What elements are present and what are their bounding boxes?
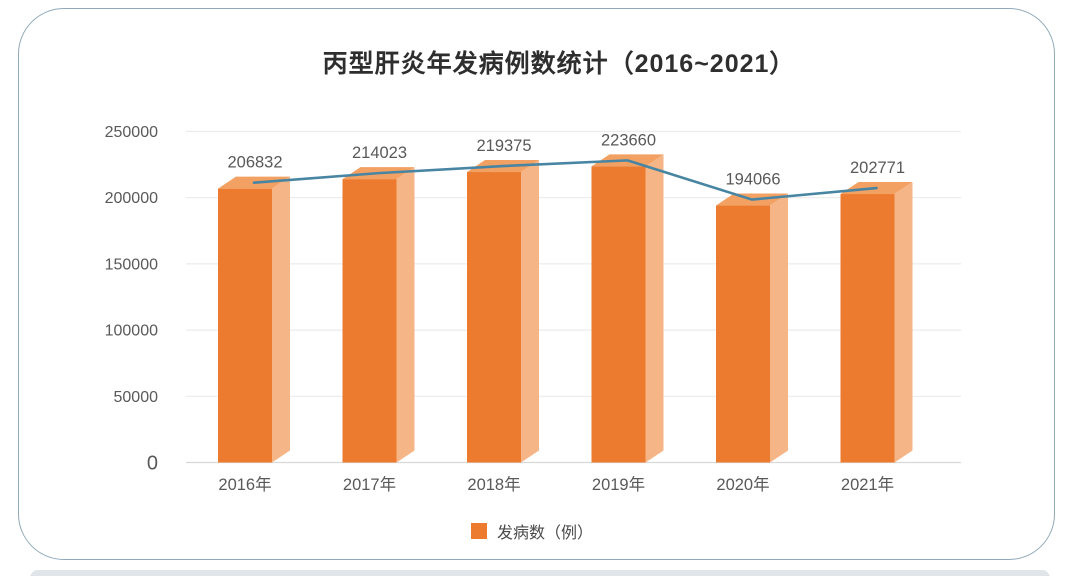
x-tick-2018: 2018年 bbox=[467, 475, 520, 494]
bar-value-label-2018: 219375 bbox=[476, 137, 531, 155]
chart-title: 丙型肝炎年发病例数统计（2016~2021） bbox=[322, 50, 796, 78]
x-tick-2021: 2021年 bbox=[841, 475, 894, 494]
bar-2017 bbox=[342, 179, 397, 463]
bar-side-face-2020 bbox=[770, 193, 788, 463]
bar-side-face-2016 bbox=[272, 176, 290, 463]
y-tick-200000: 200000 bbox=[105, 190, 158, 207]
y-tick-0: 0 bbox=[147, 453, 158, 475]
x-tick-2016: 2016年 bbox=[218, 475, 271, 494]
x-tick-2017: 2017年 bbox=[343, 475, 396, 494]
y-tick-100000: 100000 bbox=[105, 323, 158, 340]
bar-value-label-2016: 206832 bbox=[227, 154, 282, 172]
next-card-edge bbox=[30, 570, 1050, 576]
y-tick-150000: 150000 bbox=[105, 256, 158, 273]
y-tick-50000: 50000 bbox=[114, 389, 159, 406]
legend-label: 发病数（例） bbox=[496, 525, 593, 542]
trend-line bbox=[252, 159, 878, 201]
bar-value-label-2020: 194066 bbox=[725, 171, 780, 189]
bar-side-face-2021 bbox=[894, 182, 913, 463]
legend-swatch-icon bbox=[470, 523, 487, 539]
y-tick-250000: 250000 bbox=[105, 124, 158, 141]
bar-2016 bbox=[218, 188, 272, 463]
bar-value-label-2021: 202771 bbox=[850, 159, 905, 177]
bar-side-face-2018 bbox=[521, 160, 539, 463]
bar-side-face-2017 bbox=[396, 167, 415, 463]
legend: 发病数（例） bbox=[0, 519, 1072, 543]
bar-side-face-2019 bbox=[645, 154, 664, 463]
bar-2018 bbox=[467, 172, 521, 463]
bar-2021 bbox=[840, 194, 895, 463]
bar-value-label-2017: 214023 bbox=[352, 144, 407, 162]
x-tick-2019: 2019年 bbox=[592, 475, 645, 494]
x-tick-2020: 2020年 bbox=[716, 475, 769, 494]
bar-2020 bbox=[716, 205, 770, 463]
bar-value-label-2019: 223660 bbox=[601, 131, 656, 149]
bar-2019 bbox=[591, 166, 646, 463]
